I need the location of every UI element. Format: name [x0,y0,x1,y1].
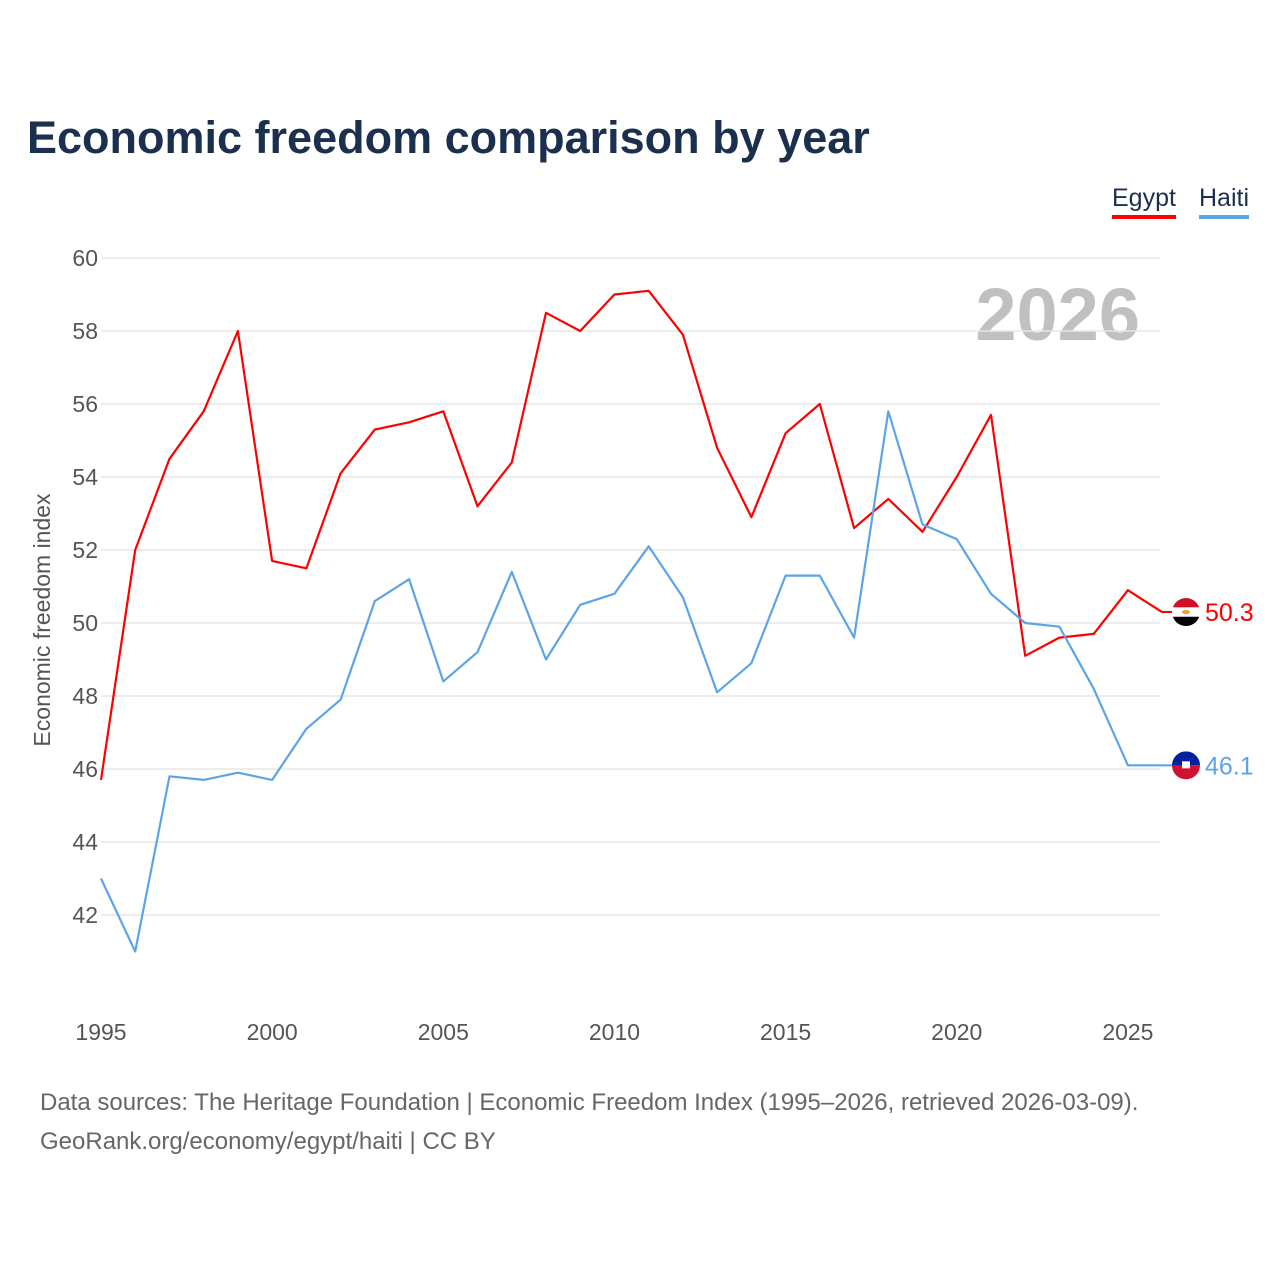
chart-title: Economic freedom comparison by year [27,112,870,163]
y-axis-label: Economic freedom index [29,493,55,747]
x-tick-label: 2015 [760,1019,811,1045]
y-tick-label: 54 [72,464,98,490]
egypt-flag-icon [1172,598,1200,627]
legend-swatch-haiti [1199,215,1250,219]
x-tick-label: 2005 [418,1019,469,1045]
x-tick-label: 2000 [247,1019,298,1045]
y-tick-label: 56 [72,391,98,417]
haiti-flag-icon [1172,751,1200,780]
source-note: Data sources: The Heritage Foundation | … [40,1089,1139,1116]
year-watermark: 2026 [975,273,1140,356]
x-tick-label: 2025 [1102,1019,1153,1045]
legend-label-haiti: Haiti [1199,184,1250,212]
x-tick-label: 1995 [75,1019,126,1045]
y-tick-label: 48 [72,683,98,709]
y-tick-label: 58 [72,318,98,344]
legend-swatch-egypt [1112,215,1176,219]
y-tick-label: 52 [72,537,98,563]
legend-label-egypt: Egypt [1112,184,1176,212]
legend-item-haiti[interactable]: Haiti [1199,184,1250,219]
end-value-label-egypt: 50.3 [1205,599,1254,627]
y-tick-label: 50 [72,610,98,636]
series-line-egypt [99,289,1163,781]
end-value-label-haiti: 46.1 [1205,752,1254,780]
source-link[interactable]: GeoRank.org/economy/egypt/haiti | CC BY [40,1128,496,1155]
x-tick-label: 2010 [589,1019,640,1045]
x-tick-label: 2020 [931,1019,982,1045]
legend-item-egypt[interactable]: Egypt [1112,184,1176,219]
series-line-haiti [100,410,1163,953]
y-tick-label: 46 [72,756,98,782]
y-tick-label: 44 [72,829,98,855]
y-tick-label: 60 [72,245,98,271]
y-tick-label: 42 [72,902,98,928]
